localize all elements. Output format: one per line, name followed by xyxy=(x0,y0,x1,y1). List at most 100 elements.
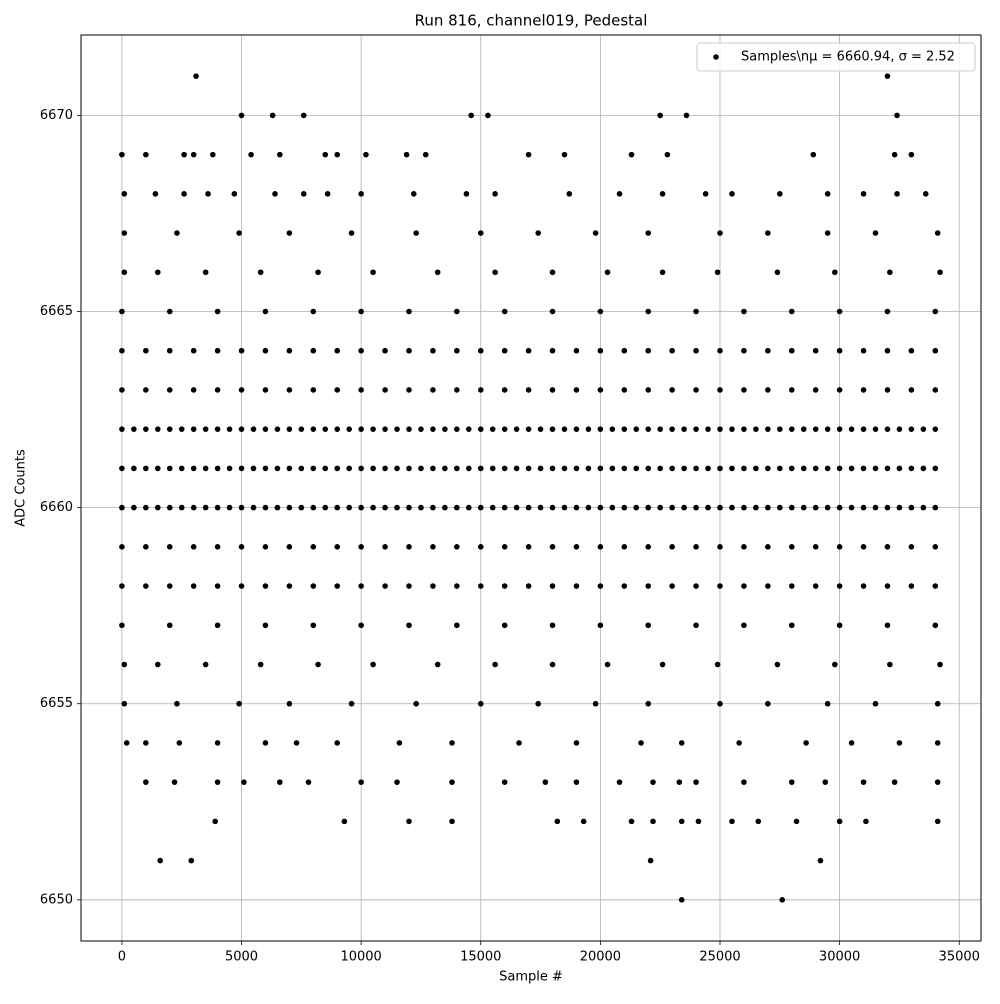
data-point xyxy=(650,818,656,825)
data-point xyxy=(449,740,455,746)
data-point xyxy=(525,426,532,432)
data-point xyxy=(310,583,317,589)
data-point xyxy=(765,465,771,472)
data-point xyxy=(358,622,364,629)
data-point xyxy=(695,818,702,825)
data-point xyxy=(370,269,376,276)
data-point xyxy=(676,779,683,785)
data-point xyxy=(286,230,293,236)
data-point xyxy=(442,426,448,432)
data-point xyxy=(669,544,675,550)
data-point xyxy=(645,230,652,236)
data-point xyxy=(729,426,735,432)
data-point xyxy=(693,347,699,354)
data-point xyxy=(477,583,484,589)
data-point xyxy=(872,465,879,472)
data-point xyxy=(226,426,233,432)
y-tick-label: 6660 xyxy=(40,500,73,515)
data-point xyxy=(477,347,484,354)
data-point xyxy=(788,779,795,785)
data-point xyxy=(310,347,317,354)
y-axis-label: ADC Counts xyxy=(14,449,29,527)
data-point xyxy=(693,622,699,629)
data-point xyxy=(370,426,376,432)
data-point xyxy=(932,583,939,589)
data-point xyxy=(741,622,747,629)
data-point xyxy=(501,622,508,629)
data-point xyxy=(501,504,508,511)
data-point xyxy=(616,191,623,197)
x-tick-label: 25000 xyxy=(699,950,740,965)
data-point xyxy=(860,779,867,785)
data-point xyxy=(884,347,891,354)
data-point xyxy=(334,740,341,746)
data-point xyxy=(430,347,436,354)
data-point xyxy=(824,465,831,472)
data-point xyxy=(934,818,941,825)
data-point xyxy=(884,73,891,79)
data-point xyxy=(262,465,269,472)
data-point xyxy=(932,465,939,472)
data-point xyxy=(465,504,472,511)
data-point xyxy=(561,504,568,511)
data-point xyxy=(262,387,269,393)
data-point xyxy=(585,426,592,432)
data-point xyxy=(334,583,341,589)
data-point xyxy=(549,661,556,668)
data-point xyxy=(542,779,549,785)
data-point xyxy=(832,269,838,276)
data-point xyxy=(561,426,568,432)
data-point xyxy=(657,504,663,511)
data-point xyxy=(765,700,771,707)
data-point xyxy=(693,308,699,315)
data-point xyxy=(884,504,891,511)
data-point xyxy=(824,504,831,511)
data-point xyxy=(848,426,855,432)
data-point xyxy=(817,857,824,864)
data-point xyxy=(143,465,149,472)
data-point xyxy=(803,740,809,746)
data-point xyxy=(406,583,412,589)
data-point xyxy=(937,269,943,276)
data-point xyxy=(358,779,364,785)
data-point xyxy=(262,544,269,550)
data-point xyxy=(119,151,125,158)
data-point xyxy=(430,426,436,432)
data-point xyxy=(274,465,281,472)
data-point xyxy=(669,347,675,354)
data-point xyxy=(298,465,305,472)
data-point xyxy=(812,544,819,550)
x-tick-label: 20000 xyxy=(580,950,621,965)
data-point xyxy=(836,544,843,550)
data-point xyxy=(214,426,221,432)
data-point xyxy=(860,504,867,511)
data-point xyxy=(226,504,233,511)
data-point xyxy=(238,504,245,511)
data-point xyxy=(755,818,762,825)
data-point xyxy=(454,387,460,393)
data-point xyxy=(717,700,723,707)
legend: Samples\nμ = 6660.94, σ = 2.52 xyxy=(696,42,976,72)
data-point xyxy=(334,151,341,158)
data-point xyxy=(621,347,628,354)
data-point xyxy=(501,583,508,589)
data-point xyxy=(248,151,254,158)
data-point xyxy=(896,740,903,746)
data-point xyxy=(406,465,412,472)
data-point xyxy=(513,426,520,432)
data-point xyxy=(717,583,723,589)
data-point xyxy=(693,387,699,393)
data-point xyxy=(860,583,867,589)
data-point xyxy=(609,504,616,511)
data-point xyxy=(535,230,541,236)
data-point xyxy=(406,347,412,354)
data-point xyxy=(178,504,185,511)
data-point xyxy=(190,465,197,472)
data-point xyxy=(609,465,616,472)
data-point xyxy=(650,779,656,785)
data-point xyxy=(310,426,317,432)
data-point xyxy=(765,230,771,236)
data-point xyxy=(394,779,400,785)
data-point xyxy=(729,504,735,511)
data-point xyxy=(315,269,321,276)
